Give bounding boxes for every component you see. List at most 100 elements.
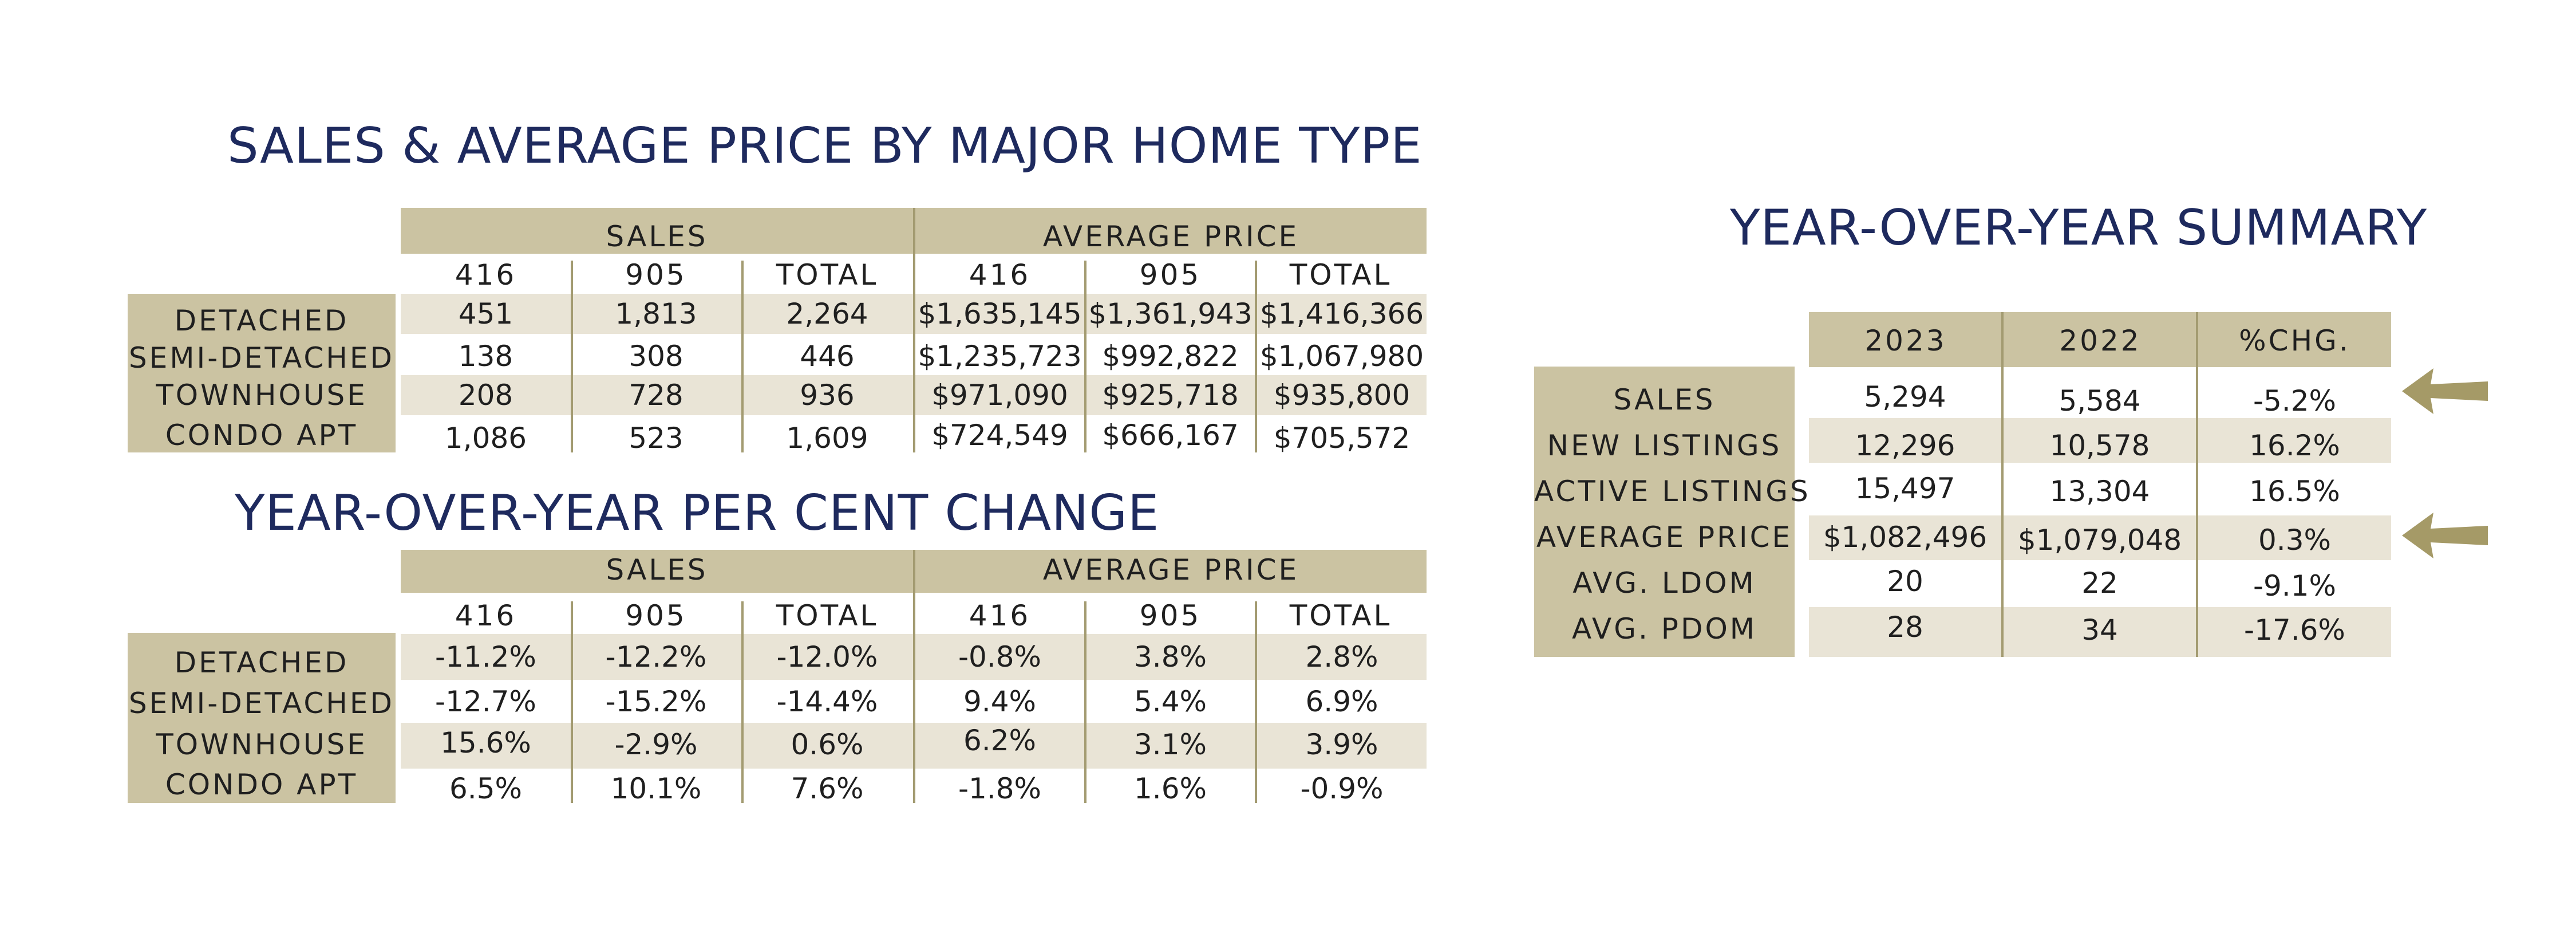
table2-col-divider [741, 601, 744, 803]
summary-cell: $1,079,048 [2017, 523, 2182, 557]
summary-cell: 12,296 [1855, 429, 1955, 462]
table2-col-905-sales: 905 [625, 599, 687, 632]
table2-row-label: TOWNHOUSE [156, 728, 368, 761]
table1-cell: 446 [800, 340, 855, 373]
table1-col-divider [913, 254, 915, 452]
table1-group-average-price: AVERAGE PRICE [1042, 220, 1299, 253]
summary-row-label: ACTIVE LISTINGS [1534, 475, 1811, 508]
table1-col-416-sales: 416 [455, 258, 517, 292]
summary-cell: 0.3% [2258, 523, 2332, 557]
summary-col-2022: 2022 [2059, 324, 2142, 357]
table1-cell: $971,090 [931, 379, 1068, 412]
table1-group-sales: SALES [606, 220, 708, 253]
summary-cell: 34 [2081, 613, 2118, 647]
arrow-left-icon [2402, 513, 2488, 558]
summary-cell: -5.2% [2253, 384, 2337, 418]
table1-cell: $705,572 [1273, 422, 1411, 455]
summary-cell: 16.2% [2249, 429, 2340, 462]
table2-cell: 9.4% [963, 685, 1037, 718]
table2-cell: 15.6% [440, 726, 531, 759]
table2-cell: 1.6% [1133, 772, 1207, 805]
summary-stripe [1809, 418, 2391, 463]
table1-title: SALES & AVERAGE PRICE BY MAJOR HOME TYPE [227, 117, 1423, 175]
table2-cell: -11.2% [435, 640, 536, 674]
table1-col-divider [741, 261, 744, 452]
table1-cell: 1,813 [615, 297, 697, 330]
table1-cell: $935,800 [1273, 379, 1411, 412]
summary-cell: 15,497 [1855, 472, 1955, 505]
summary-cell: 22 [2081, 566, 2118, 600]
table1-cell: $1,361,943 [1088, 297, 1253, 330]
summary-col-divider [2001, 312, 2004, 657]
table1-col-divider [1255, 261, 1257, 452]
table2-cell: -0.8% [958, 640, 1042, 674]
summary-cell: 28 [1887, 611, 1923, 644]
table1-cell: 451 [458, 297, 513, 330]
table2-cell: 10.1% [610, 772, 702, 805]
table2-cell: 3.1% [1133, 728, 1207, 761]
table2-col-divider [1084, 601, 1086, 803]
summary-cell: 5,584 [2059, 384, 2141, 418]
table2-col-divider [913, 593, 915, 803]
table2-cell: 2.8% [1305, 640, 1378, 674]
summary-col-divider [2196, 312, 2198, 657]
table1-row-label: SEMI-DETACHED [129, 341, 394, 375]
summary-cell: 20 [1887, 565, 1923, 598]
table2-col-416-price: 416 [969, 599, 1031, 632]
table1-group-divider [913, 208, 915, 254]
table2-cell: 6.9% [1305, 685, 1378, 718]
summary-cell: -9.1% [2253, 569, 2337, 603]
table2-col-total-sales: TOTAL [776, 599, 879, 632]
table1-col-total-sales: TOTAL [776, 258, 879, 292]
table1-cell: 1,086 [444, 422, 527, 455]
table1-cell: $666,167 [1102, 419, 1239, 452]
table1-cell: $1,067,980 [1259, 340, 1424, 373]
table2-cell: -2.9% [614, 728, 698, 761]
summary-cell: $1,082,496 [1823, 521, 1988, 554]
table1-cell: 523 [629, 422, 683, 455]
summary-row-label: AVERAGE PRICE [1536, 521, 1793, 554]
summary-title: YEAR-OVER-YEAR SUMMARY [1730, 199, 2428, 257]
table2-cell: 7.6% [791, 772, 864, 805]
table2-group-divider [913, 550, 915, 593]
table2-cell: 5.4% [1133, 685, 1207, 718]
table1-col-416-price: 416 [969, 258, 1031, 292]
summary-row-label: AVG. LDOM [1573, 566, 1756, 600]
table1-col-905-sales: 905 [625, 258, 687, 292]
table1-cell: 2,264 [786, 297, 868, 330]
summary-stripe [1809, 607, 2391, 657]
table2-cell: 6.2% [963, 724, 1037, 757]
table2-cell: 3.9% [1305, 728, 1378, 761]
summary-row-label: AVG. PDOM [1572, 612, 1757, 645]
summary-row-label: NEW LISTINGS [1547, 429, 1782, 462]
table2-cell: -12.2% [605, 640, 707, 674]
table2-cell: -14.4% [776, 685, 878, 718]
table1-cell: 308 [629, 340, 683, 373]
table1-cell: 208 [458, 379, 513, 412]
summary-row-label-band [1534, 367, 1795, 657]
table1-cell: $724,549 [931, 419, 1068, 452]
table2-col-divider [1255, 601, 1257, 803]
table1-cell: 1,609 [786, 422, 868, 455]
table1-cell: 936 [800, 379, 855, 412]
table2-group-sales: SALES [606, 553, 708, 586]
table1-row-label: DETACHED [174, 304, 349, 337]
summary-stripe [1809, 515, 2391, 560]
table2-group-average-price: AVERAGE PRICE [1042, 553, 1299, 586]
summary-cell: 16.5% [2249, 475, 2340, 508]
summary-col-change: %CHG. [2239, 324, 2350, 357]
table2-col-416-sales: 416 [455, 599, 517, 632]
table2-cell: -1.8% [958, 772, 1042, 805]
summary-col-2023: 2023 [1864, 324, 1947, 357]
table2-cell: -12.0% [776, 640, 878, 674]
table1-col-905-price: 905 [1139, 258, 1202, 292]
table1-cell: $992,822 [1102, 340, 1239, 373]
table2-row-label-band [128, 633, 396, 803]
table2-cell: 6.5% [449, 772, 523, 805]
table1-cell: $1,635,145 [918, 297, 1082, 330]
summary-row-label: SALES [1613, 383, 1716, 416]
summary-cell: -17.6% [2244, 613, 2345, 647]
table2-row-label: DETACHED [174, 646, 349, 679]
table2-cell: -12.7% [435, 685, 536, 718]
table2-title: YEAR-OVER-YEAR PER CENT CHANGE [235, 485, 1160, 542]
